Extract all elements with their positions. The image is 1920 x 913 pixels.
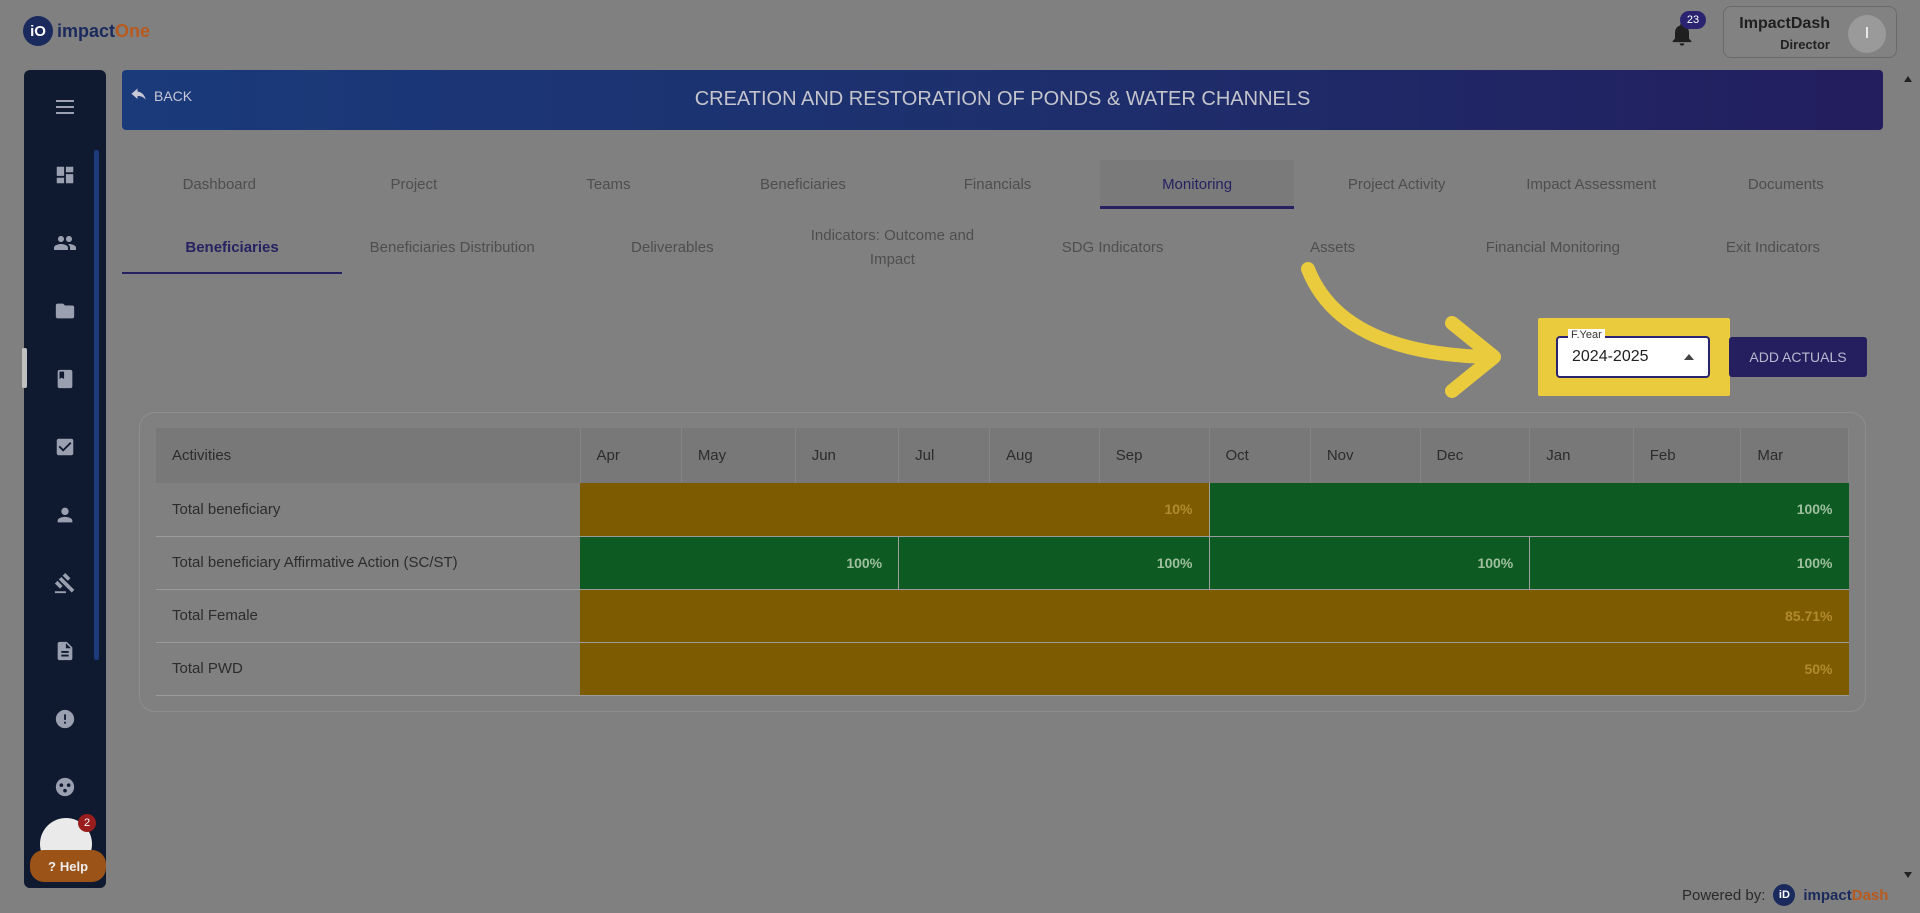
- caret-up-icon[interactable]: [1684, 354, 1694, 360]
- main-tabs: Dashboard Project Teams Beneficiaries Fi…: [122, 160, 1883, 209]
- tab-documents[interactable]: Documents: [1747, 175, 1824, 193]
- month-header: Jan: [1529, 428, 1634, 483]
- user-name: ImpactDash: [1739, 15, 1830, 32]
- logo-text: impactOne: [57, 21, 150, 42]
- user-menu[interactable]: ImpactDash Director I: [1723, 6, 1897, 58]
- month-header: Oct: [1209, 428, 1311, 483]
- page-header: [122, 70, 1883, 130]
- progress-cell[interactable]: 100%: [898, 536, 1209, 590]
- subtab-sdg-indicators[interactable]: SDG Indicators: [1061, 239, 1164, 256]
- avatar: I: [1848, 15, 1886, 53]
- document-icon[interactable]: [50, 636, 80, 666]
- menu-icon[interactable]: [50, 92, 80, 122]
- tab-project[interactable]: Project: [390, 175, 438, 193]
- month-header: Jun: [795, 428, 900, 483]
- sidebar-active-indicator: [22, 348, 27, 388]
- monitoring-card: [139, 412, 1866, 712]
- month-header: Aug: [989, 428, 1100, 483]
- fiscal-year-label: F.Year: [1568, 329, 1605, 341]
- tab-beneficiaries[interactable]: Beneficiaries: [760, 175, 846, 193]
- powered-label: Powered by:: [1682, 886, 1766, 904]
- tab-teams[interactable]: Teams: [586, 175, 631, 193]
- subtab-beneficiaries[interactable]: Beneficiaries: [122, 222, 343, 274]
- alert-icon[interactable]: [50, 704, 80, 734]
- table-header-row: Activities Apr May Jun Jul Aug Sep Oct N…: [156, 428, 1849, 483]
- user-role: Director: [1780, 37, 1830, 52]
- powered-by: Powered by: iD impactDash: [1682, 884, 1888, 906]
- folder-icon[interactable]: [50, 296, 80, 326]
- checkbox-icon[interactable]: [50, 432, 80, 462]
- powered-logo-mark: iD: [1773, 884, 1796, 906]
- month-header: Feb: [1633, 428, 1742, 483]
- logo-mark: iO: [23, 16, 53, 46]
- month-header: Mar: [1740, 428, 1849, 483]
- tab-dashboard[interactable]: Dashboard: [182, 175, 256, 193]
- powered-brand-main: impact: [1803, 886, 1852, 904]
- month-header: Nov: [1310, 428, 1421, 483]
- subtab-indicators[interactable]: Indicators: Outcome and Impact: [810, 227, 975, 268]
- activity-label: Total beneficiary Affirmative Action (SC…: [156, 536, 580, 590]
- monitoring-table: Activities Apr May Jun Jul Aug Sep Oct N…: [156, 428, 1849, 696]
- scroll-up-arrow[interactable]: [1904, 76, 1912, 82]
- month-header: Jul: [898, 428, 990, 483]
- table-row: Total beneficiary Affirmative Action (SC…: [156, 536, 1849, 590]
- activities-header: Activities: [156, 428, 581, 483]
- help-button[interactable]: ? Help: [30, 850, 106, 882]
- tab-financials[interactable]: Financials: [963, 175, 1032, 193]
- scroll-down-arrow[interactable]: [1904, 872, 1912, 878]
- person-icon[interactable]: [50, 500, 80, 530]
- app-logo[interactable]: iO impactOne: [23, 16, 150, 46]
- sub-tabs: Beneficiaries Beneficiaries Distribution…: [122, 222, 1883, 274]
- month-header: Dec: [1420, 428, 1531, 483]
- table-row: Total beneficiary 10% 100%: [156, 483, 1849, 537]
- progress-cell[interactable]: 100%: [1208, 483, 1849, 537]
- progress-cell[interactable]: 10%: [580, 483, 1209, 537]
- month-header: Apr: [580, 428, 682, 483]
- activity-label: Total Female: [156, 589, 580, 643]
- dashboard-icon[interactable]: [50, 160, 80, 190]
- help-label: Help: [59, 858, 89, 874]
- people-icon[interactable]: [50, 228, 80, 258]
- progress-cell[interactable]: 50%: [580, 642, 1849, 696]
- month-header: Sep: [1099, 428, 1210, 483]
- subtab-exit-indicators[interactable]: Exit Indicators: [1725, 239, 1821, 256]
- activity-label: Total PWD: [156, 642, 580, 696]
- progress-cell[interactable]: 100%: [1208, 536, 1530, 590]
- table-row: Total PWD 50%: [156, 642, 1849, 696]
- progress-cell[interactable]: 100%: [1529, 536, 1849, 590]
- book-icon[interactable]: [50, 364, 80, 394]
- logo-text-accent: One: [115, 20, 151, 41]
- tab-impact-assessment[interactable]: Impact Assessment: [1526, 175, 1657, 193]
- fiscal-year-value: 2024-2025: [1572, 348, 1649, 365]
- group-circle-icon[interactable]: [50, 772, 80, 802]
- subtab-beneficiaries-distribution[interactable]: Beneficiaries Distribution: [369, 239, 535, 256]
- powered-brand: impactDash: [1803, 887, 1888, 904]
- tab-project-activity[interactable]: Project Activity: [1347, 175, 1446, 193]
- logo-text-main: impact: [57, 20, 116, 41]
- chatbot-badge: 2: [78, 814, 96, 832]
- tab-monitoring[interactable]: Monitoring: [1099, 160, 1295, 209]
- sidebar: 2: [22, 70, 106, 888]
- subtab-financial-monitoring[interactable]: Financial Monitoring: [1485, 239, 1620, 256]
- back-label: BACK: [154, 88, 193, 104]
- subtab-deliverables[interactable]: Deliverables: [631, 239, 714, 256]
- gavel-icon[interactable]: [50, 568, 80, 598]
- table-row: Total Female 85.71%: [156, 589, 1849, 643]
- add-actuals-button[interactable]: ADD ACTUALS: [1729, 337, 1867, 377]
- month-header: May: [681, 428, 796, 483]
- page-title: CREATION AND RESTORATION OF PONDS & WATE…: [694, 88, 1311, 110]
- notification-badge: 23: [1680, 11, 1706, 29]
- back-button[interactable]: BACK: [130, 88, 192, 104]
- activity-label: Total beneficiary: [156, 483, 580, 537]
- question-icon: ?: [47, 858, 56, 874]
- sidebar-scrollbar[interactable]: [94, 150, 99, 660]
- back-arrow-icon: [131, 88, 146, 100]
- powered-brand-accent: Dash: [1851, 886, 1889, 904]
- pointer-arrow-icon: [1301, 262, 1501, 398]
- progress-cell[interactable]: 85.71%: [580, 589, 1849, 643]
- subtab-assets[interactable]: Assets: [1310, 239, 1356, 256]
- progress-cell[interactable]: 100%: [580, 536, 899, 590]
